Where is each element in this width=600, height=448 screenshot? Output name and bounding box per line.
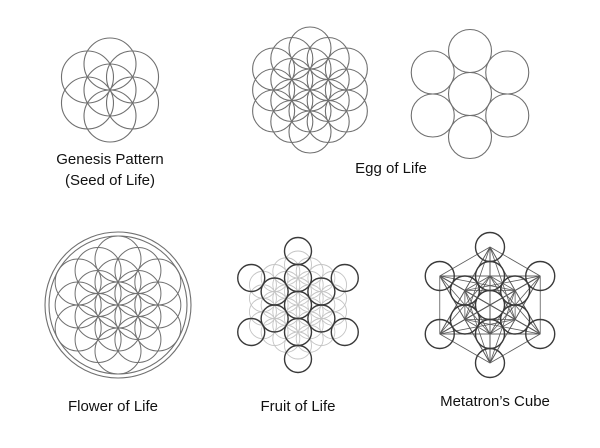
fruit-of-life-caption: Fruit of Life [260, 398, 336, 415]
egg-circle [410, 93, 455, 138]
metatron-circle [424, 260, 455, 292]
fruit-bold-circle [283, 236, 313, 266]
metatron-line [489, 246, 541, 277]
flower-outer-ring [48, 235, 188, 375]
metatron-circle [424, 318, 455, 350]
egg-of-life-diagram [410, 28, 530, 160]
metatron-line [439, 333, 491, 364]
egg-overlap-circle [324, 47, 368, 91]
fruit-bold-circle [237, 263, 266, 293]
seed-of-life-diagram [60, 37, 160, 143]
metatron-circle [474, 347, 506, 379]
fruit-bold-circle [260, 304, 289, 333]
fruit-bold-circle [307, 277, 336, 306]
seed-circle [105, 50, 160, 104]
flower-circle [134, 281, 182, 329]
metatron-circle [525, 318, 556, 350]
metatron-circle [449, 304, 481, 335]
flower-circle [134, 258, 182, 306]
seed-of-life-caption-line1: Genesis Pattern [56, 151, 164, 168]
metatron-circle [499, 275, 531, 306]
egg-circle [447, 71, 493, 117]
fruit-of-life-diagram [237, 236, 359, 374]
egg-overlap-circle [324, 68, 368, 112]
egg-circle [410, 50, 455, 95]
egg-circle [485, 93, 530, 138]
fruit-bold-circle [330, 263, 359, 293]
fruit-bold-circle [330, 317, 359, 347]
metatron-circle [525, 260, 556, 292]
metatrons-cube-diagram [424, 231, 556, 379]
egg-circle [485, 50, 530, 95]
fruit-bold-circle [283, 344, 313, 374]
egg-circle [447, 28, 493, 74]
metatron-line [489, 333, 541, 364]
seed-circle [105, 76, 160, 130]
flower-of-life-caption: Flower of Life [67, 398, 159, 415]
metatrons-cube-caption: Metatron’s Cube [440, 393, 550, 410]
metatron-line [489, 275, 541, 364]
flower-of-life-diagram [44, 231, 192, 379]
egg-of-life-caption: Egg of Life [355, 160, 427, 177]
flower-outer-ring [44, 231, 192, 379]
egg-of-life-overlapping-diagram [252, 26, 368, 154]
egg-circle [447, 114, 493, 160]
metatron-line [439, 246, 491, 277]
fruit-bold-circle [237, 317, 266, 347]
metatron-line [439, 275, 541, 335]
seed-of-life-caption-line2: (Seed of Life) [64, 172, 156, 189]
metatron-circle [474, 231, 506, 263]
